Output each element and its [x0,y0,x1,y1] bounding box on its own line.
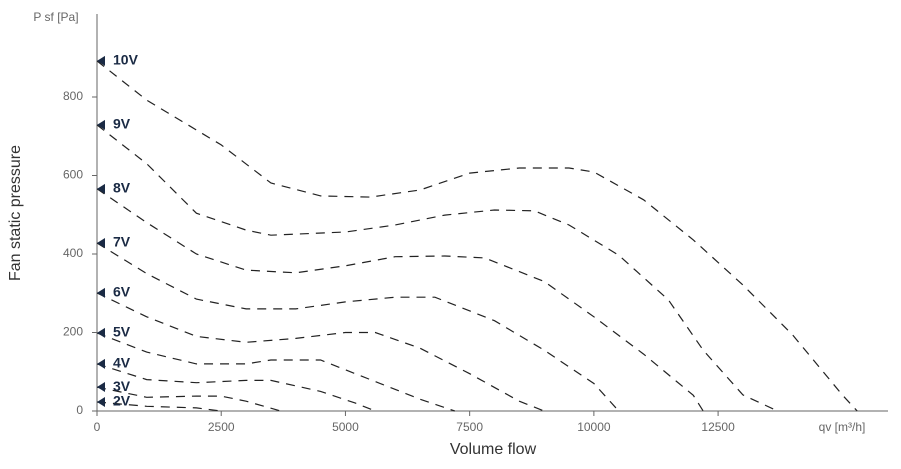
voltage-label: 4V [113,355,131,371]
voltage-marker [97,358,105,369]
voltage-marker [97,55,105,66]
voltage-label: 6V [113,284,131,300]
voltage-marker [97,183,105,194]
y-tick-label: 400 [63,246,83,260]
fan-curve [96,332,455,412]
x-tick-label: 12500 [701,420,735,434]
y-tick-label: 800 [63,89,83,103]
y-unit: P sf [Pa] [33,10,78,24]
x-tick-label: 7500 [456,420,483,434]
fan-curve [96,242,620,412]
voltage-label: 9V [113,116,131,132]
x-tick-label: 5000 [332,420,359,434]
fan-curve [96,363,376,412]
y-axis-title: Fan static pressure [7,145,24,281]
y-tick-label: 200 [63,325,83,339]
voltage-marker [97,287,105,298]
voltage-label: 8V [113,180,131,196]
voltage-label: 3V [113,378,131,394]
voltage-marker [97,119,105,130]
voltage-label: 5V [113,324,131,340]
voltage-marker [97,396,105,407]
fan-curve [96,386,281,412]
x-unit: qv [m³/h] [819,420,866,434]
y-tick-label: 600 [63,168,83,182]
voltage-label: 2V [113,393,131,409]
voltage-marker [97,327,105,338]
voltage-marker [97,238,105,249]
x-axis-title: Volume flow [450,441,537,458]
fan-curve [96,188,704,412]
fan-curve [96,292,545,412]
fan-curve [96,60,858,412]
voltage-marker [97,382,105,393]
y-tick-label: 0 [76,403,83,417]
voltage-label: 7V [113,234,131,250]
x-tick-label: 10000 [577,420,611,434]
x-tick-label: 0 [94,420,101,434]
fan-curve [96,124,778,412]
fan-curve [96,401,222,412]
x-tick-label: 2500 [208,420,235,434]
voltage-label: 10V [113,52,139,68]
